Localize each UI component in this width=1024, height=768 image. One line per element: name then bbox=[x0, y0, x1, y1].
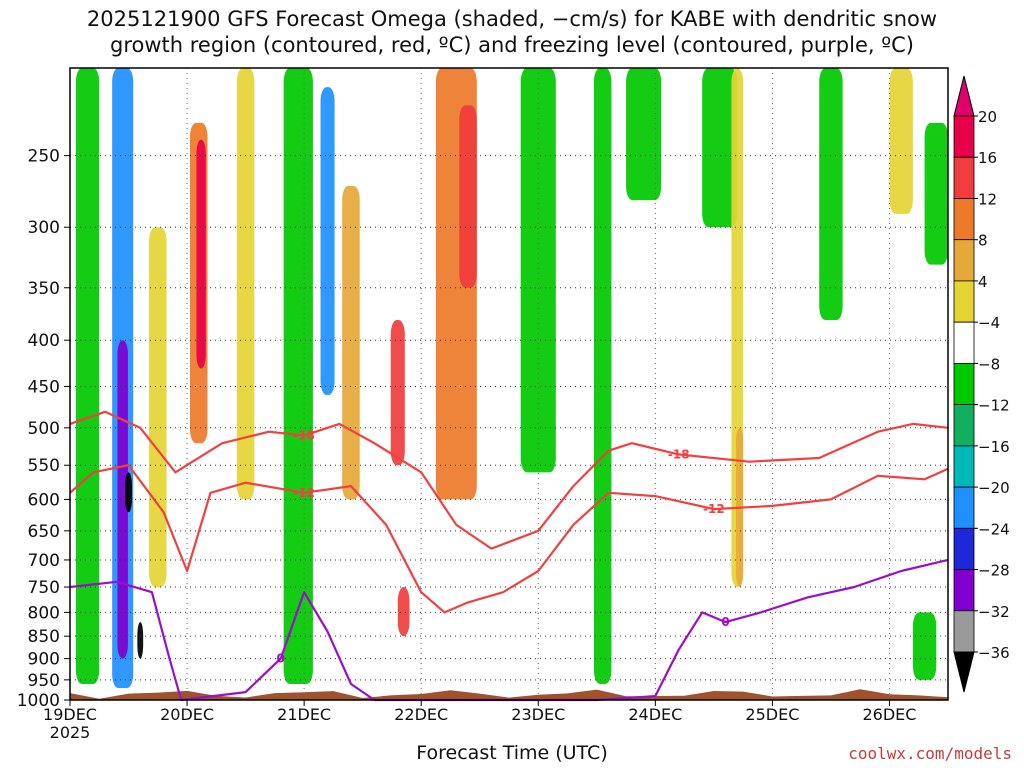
colorbar-segment-12 bbox=[953, 610, 975, 653]
omega-band-8 bbox=[236, 68, 255, 500]
y-tick-label-900: 900 bbox=[28, 650, 60, 670]
omega-band-10 bbox=[320, 87, 335, 396]
colorbar-segment-4 bbox=[953, 280, 975, 323]
y-tick-label-550: 550 bbox=[28, 456, 60, 476]
plot-border bbox=[69, 67, 949, 701]
colorbar-label-6: −8 bbox=[978, 355, 1000, 373]
omega-band-25 bbox=[912, 612, 937, 680]
contour-layer: -18 -18 -12 -12 0 0 bbox=[69, 410, 949, 702]
x-tick-label-19DEC: 19DEC bbox=[43, 705, 97, 724]
x-tick-label-20DEC: 20DEC bbox=[160, 705, 214, 724]
colorbar-label-1: 16 bbox=[978, 149, 997, 167]
omega-shading-layer bbox=[75, 68, 948, 689]
omega-band-5 bbox=[149, 227, 167, 588]
y-tick-label-300: 300 bbox=[28, 218, 60, 238]
omega-band-13 bbox=[397, 587, 410, 637]
colorbar-label-12: −32 bbox=[978, 603, 1010, 621]
colorbar-segment-6 bbox=[953, 362, 975, 406]
contour-label-freezing_0-1: 0 bbox=[721, 615, 729, 629]
y-tick-label-350: 350 bbox=[28, 279, 60, 299]
colorbar-label-11: −28 bbox=[978, 562, 1010, 580]
colorbar-label-7: −12 bbox=[978, 397, 1010, 415]
colorbar-bottom-arrow bbox=[953, 651, 975, 693]
colorbar-label-3: 8 bbox=[978, 232, 988, 250]
colorbar-label-2: 12 bbox=[978, 190, 997, 208]
ground-terrain bbox=[70, 686, 948, 700]
omega-band-22 bbox=[819, 68, 843, 321]
contour-label-dgz_top_-18-1: -18 bbox=[668, 447, 690, 461]
x-tick-label-24DEC: 24DEC bbox=[628, 705, 682, 724]
omega-band-19 bbox=[702, 68, 738, 228]
omega-band-15 bbox=[459, 105, 477, 288]
omega-band-12 bbox=[390, 320, 405, 466]
y-tick-label-1000: 1000 bbox=[17, 691, 60, 711]
omega-band-3 bbox=[125, 472, 133, 513]
y-tick-label-950: 950 bbox=[28, 671, 60, 691]
y-axis-ticks: 250 300 350 400 450 500 550 600 650 700 750 800 850 9… bbox=[17, 147, 70, 711]
y-tick-label-700: 700 bbox=[28, 551, 60, 571]
colorbar-segment-0 bbox=[953, 115, 975, 158]
credit-link[interactable]: coolwx.com/models bbox=[848, 744, 1012, 763]
y-tick-label-600: 600 bbox=[28, 490, 60, 510]
omega-band-23 bbox=[889, 68, 913, 214]
chart-title: 2025121900 GFS Forecast Omega (shaded, −… bbox=[0, 6, 1024, 58]
y-tick-label-650: 650 bbox=[28, 522, 60, 542]
x-year-label: 2025 bbox=[50, 723, 91, 742]
colorbar-label-8: −16 bbox=[978, 438, 1010, 456]
colorbar-segment-11 bbox=[953, 569, 975, 612]
contour-label-dgz_bottom_-12-1: -12 bbox=[703, 502, 725, 516]
omega-band-4 bbox=[137, 622, 144, 659]
colorbar-label-9: −20 bbox=[978, 479, 1010, 497]
colorbar-segment-3 bbox=[953, 239, 975, 282]
y-tick-label-250: 250 bbox=[28, 147, 60, 167]
colorbar-segment-5 bbox=[953, 321, 975, 364]
y-tick-label-850: 850 bbox=[28, 627, 60, 647]
x-tick-label-25DEC: 25DEC bbox=[745, 705, 799, 724]
contour-dgz_bottom_-12 bbox=[69, 464, 949, 614]
omega-band-11 bbox=[342, 185, 360, 500]
contour-label-dgz_top_-18-0: -18 bbox=[293, 429, 315, 443]
ground-surface bbox=[70, 686, 948, 700]
x-tick-label-21DEC: 21DEC bbox=[277, 705, 331, 724]
colorbar-label-13: −36 bbox=[978, 644, 1010, 662]
colorbar-segment-8 bbox=[953, 445, 975, 488]
x-axis-label: Forecast Time (UTC) bbox=[416, 742, 608, 764]
colorbar-legend: 20 16 12 8 4 −4 −8 −12 −16 −20 −24 −28 −32 −36 bbox=[953, 75, 1010, 693]
contour-label-dgz_bottom_-12-0: -12 bbox=[293, 486, 315, 500]
colorbar-top-arrow bbox=[953, 75, 975, 117]
chart-title-line2: growth region (contoured, red, ºC) and f… bbox=[110, 33, 914, 57]
colorbar-segment-2 bbox=[953, 198, 975, 241]
colorbar-segment-7 bbox=[953, 404, 975, 447]
y-tick-label-400: 400 bbox=[28, 331, 60, 351]
colorbar-label-5: −4 bbox=[978, 314, 1000, 332]
omega-band-9 bbox=[283, 68, 313, 684]
colorbar-label-0: 20 bbox=[978, 108, 997, 126]
contour-dgz_top_-18 bbox=[69, 410, 949, 550]
colorbar-label-10: −24 bbox=[978, 520, 1010, 538]
colorbar-label-4: 4 bbox=[978, 273, 988, 291]
contour-label-freezing_0-0: 0 bbox=[277, 652, 285, 666]
y-tick-label-500: 500 bbox=[28, 419, 60, 439]
colorbar-segment-1 bbox=[953, 156, 975, 199]
x-tick-label-26DEC: 26DEC bbox=[862, 705, 916, 724]
plot-frame bbox=[69, 67, 949, 701]
omega-band-0 bbox=[75, 68, 100, 684]
omega-band-16 bbox=[520, 68, 556, 473]
x-axis-ticks: 19DEC 20DEC 21DEC 22DEC 23DEC 24DEC 25DEC 26DEC… bbox=[43, 700, 916, 742]
y-tick-label-450: 450 bbox=[28, 377, 60, 397]
x-tick-label-23DEC: 23DEC bbox=[511, 705, 565, 724]
colorbar-segment-9 bbox=[953, 486, 975, 529]
chart-title-line1: 2025121900 GFS Forecast Omega (shaded, −… bbox=[86, 7, 938, 31]
colorbar-segment-10 bbox=[953, 527, 975, 570]
contour-freezing_0 bbox=[69, 558, 949, 702]
y-tick-label-800: 800 bbox=[28, 603, 60, 623]
omega-band-17 bbox=[593, 68, 612, 684]
grid-lines bbox=[70, 68, 948, 700]
x-tick-label-22DEC: 22DEC bbox=[394, 705, 448, 724]
omega-band-7 bbox=[196, 139, 206, 369]
y-tick-label-750: 750 bbox=[28, 578, 60, 598]
omega-band-24 bbox=[924, 122, 948, 265]
omega-band-18 bbox=[626, 68, 662, 201]
